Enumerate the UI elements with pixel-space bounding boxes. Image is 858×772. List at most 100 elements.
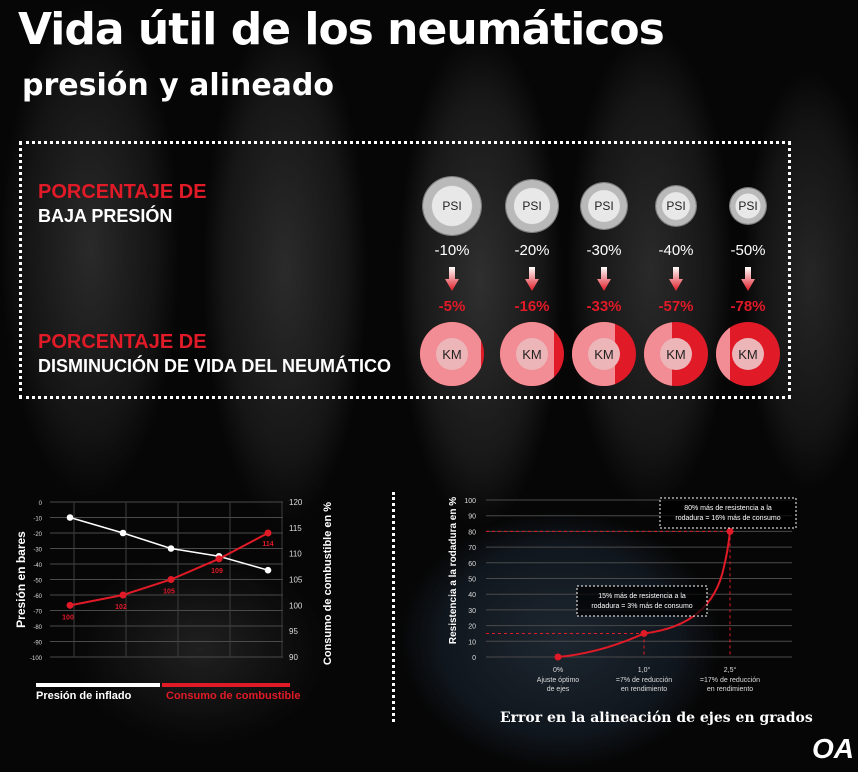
y-tick-label: -20 [33,532,42,538]
y-tick-label: 60 [468,561,476,568]
y-tick-label: 10 [468,639,476,646]
logo-mark: OA [812,733,854,764]
annotation-text: rodadura = 16% más de consumo [675,515,780,522]
x-tick-label: 1,0° [638,666,651,674]
pressure-label-red: PORCENTAJE DE [38,181,207,203]
fuel-point [264,529,272,537]
pressure-label-white: BAJA PRESIÓN [38,206,173,226]
page-subtitle: presión y alineado [22,68,335,103]
annotation-box [576,585,708,617]
pressure-drop-value: -50% [730,242,766,259]
x-tick-label: 0% [553,667,563,674]
x-tick-caption: en rendimiento [707,686,753,693]
resistance-point [554,653,562,661]
y-tick-label: 80 [468,529,476,536]
y2-tick-label: 115 [289,524,302,533]
fuel-data-label: 102 [115,604,127,611]
down-arrow-icon [525,267,539,291]
annotation-text: 80% más de resistencia a la [684,505,772,512]
y-tick-label: -90 [33,641,42,647]
psi-badge: PSI [581,183,627,229]
legend-line-fuel [162,683,290,687]
pressure-point [167,545,175,552]
legend-line-pressure [36,683,160,687]
resistance-point [640,629,648,637]
y2-tick-label: 90 [289,653,298,662]
y-tick-label: 40 [468,592,476,599]
fuel-point [167,576,175,583]
annotation-text: 15% más de resistencia a la [598,593,686,600]
alignment-x-axis-label: Error en la alineación de ejes en grados [500,710,813,726]
y-tick-label: 0 [472,655,476,662]
legend-label-fuel: Consumo de combustible [166,690,301,702]
legend-label-pressure: Presión de inflado [36,690,132,702]
life-label-red: PORCENTAJE DE [38,331,207,353]
y-tick-label: 50 [468,577,476,584]
annotation-box [659,497,797,529]
y2-axis-label: Consumo de combustible en % [322,502,334,665]
fuel-data-label: 109 [211,568,223,575]
psi-badge: PSI [506,180,558,232]
x-tick-caption: Ajuste óptimo [537,677,580,684]
life-label-white: DISMINUCIÓN DE VIDA DEL NEUMÁTICO [38,356,392,376]
fuel-point [66,601,74,609]
pressure-drop-value: -40% [658,242,694,259]
km-label: KM [660,338,692,370]
km-gauge: KM [500,322,564,386]
km-gauge: KM [644,322,708,386]
svg-text:OA: OA [812,733,852,764]
y-tick-label: 20 [468,624,476,631]
x-tick-caption: en rendimiento [621,686,667,693]
life-reduction-value: -5% [438,298,466,315]
y-tick-label: -30 [33,548,42,554]
y-tick-label: 90 [468,514,476,521]
pressure-drop-value: -30% [586,242,622,259]
km-label: KM [588,338,620,370]
y-tick-label: -50 [33,579,42,585]
y-axis-label: Presión en bares [14,531,28,628]
life-reduction-value: -78% [730,298,766,315]
y-tick-label: -40 [33,563,42,569]
km-label: KM [516,338,548,370]
life-reduction-value: -33% [586,298,622,315]
pressure-drop-value: -20% [514,242,550,259]
fuel-point [215,555,223,563]
resistance-line [557,531,731,658]
km-gauge: KM [572,322,636,386]
psi-badge: PSI [656,186,696,226]
y2-tick-label: 100 [289,601,303,610]
km-gauge: KM [420,322,484,386]
pressure-fuel-chart: 0 -10 -20 -30 -40 -50 -60 -70 -80 -90 -100 90 95 100 1… [14,498,334,665]
chart-divider [392,492,395,722]
km-label: KM [436,338,468,370]
y2-tick-label: 110 [289,550,302,559]
pressure-point [119,529,127,537]
y-tick-label: -60 [33,594,42,600]
annotation-text: rodadura = 3% más de consumo [591,603,692,610]
alignment-resistance-chart: 0 10 20 30 40 50 60 70 80 90 100 Resistencia a la r… [448,497,797,693]
y-tick-label: -70 [33,610,42,616]
x-tick-caption: =17% de reducción [700,677,760,684]
km-gauge: KM [716,322,780,386]
km-gauge-fill [716,322,731,386]
x-tick-caption: =7% de reducción [616,677,672,684]
psi-badge: PSI [423,177,481,235]
pressure-point [264,566,272,574]
pressure-point [66,514,74,521]
tire-pressure-panel: PORCENTAJE DE BAJA PRESIÓN PORCENTAJE DE… [19,141,791,399]
y-tick-label: 30 [468,608,476,615]
y-tick-label: -10 [33,517,42,523]
life-reduction-value: -57% [658,298,694,315]
down-arrow-icon [597,267,611,291]
fuel-data-label: 100 [62,614,74,621]
fuel-point [119,591,127,599]
y2-tick-label: 105 [289,576,303,585]
psi-badge: PSI [730,188,766,224]
y-axis-label: Resistencia a la rodadura en % [448,497,459,644]
y-tick-label: 70 [468,545,476,552]
down-arrow-icon [741,267,755,291]
km-label: KM [732,338,764,370]
y-tick-label: 0 [39,501,43,507]
page-title: Vida útil de los neumáticos [18,4,665,55]
pressure-line [69,516,269,571]
